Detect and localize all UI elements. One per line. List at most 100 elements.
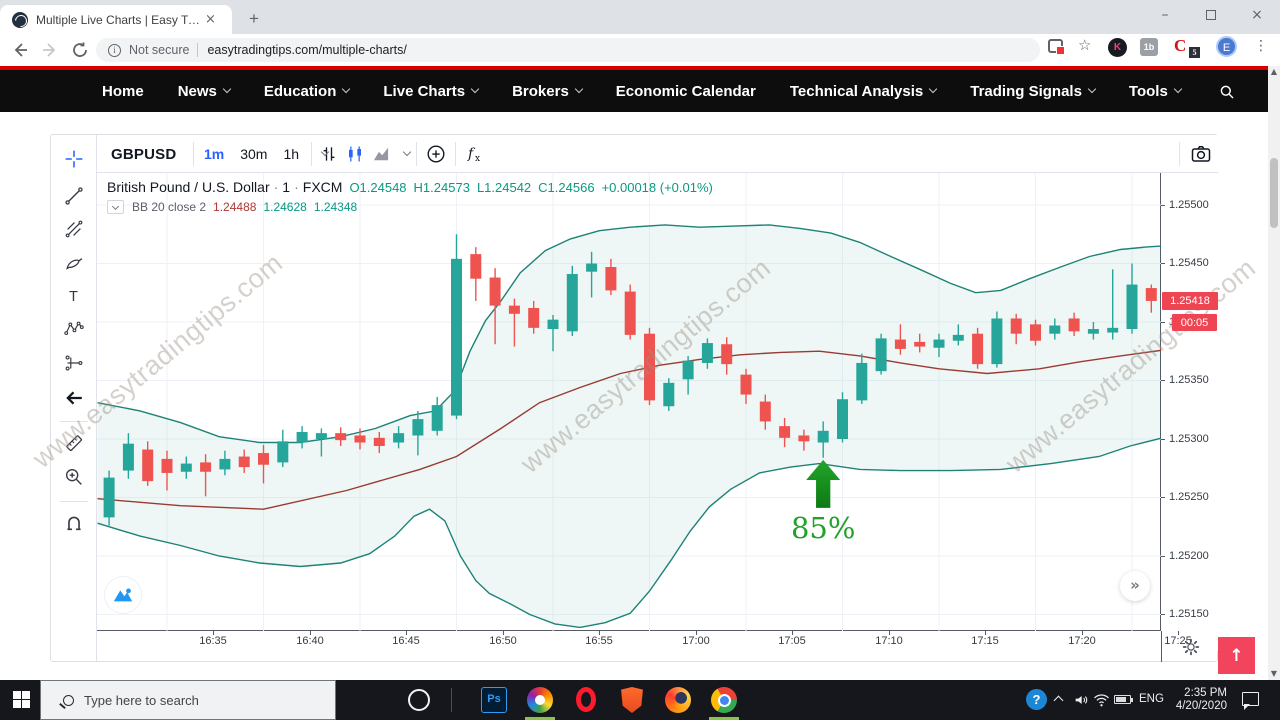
candle-body: [180, 463, 192, 472]
tradingview-logo[interactable]: [105, 577, 141, 613]
nav-item-education[interactable]: Education: [247, 70, 367, 112]
price-tick: [1161, 439, 1165, 440]
clock[interactable]: 2:35 PM 4/20/2020: [1172, 687, 1227, 713]
nav-item-trading-signals[interactable]: Trading Signals: [953, 70, 1112, 112]
indicator-collapse-chevron[interactable]: [107, 200, 124, 214]
candle-body: [779, 426, 791, 438]
chart-canvas[interactable]: British Pound / U.S. Dollar · 1 · FXCM O1.245…: [27, 173, 1261, 631]
bookmark-star-icon[interactable]: ☆: [1078, 36, 1092, 54]
nav-item-home[interactable]: Home: [102, 82, 144, 100]
window-close-button[interactable]: ×: [1251, 7, 1263, 23]
wifi-icon[interactable]: [1093, 693, 1110, 707]
firefox-icon[interactable]: [665, 687, 691, 713]
candle-body: [952, 334, 964, 341]
help-tray-icon[interactable]: ?: [1026, 689, 1047, 710]
photoshop-icon[interactable]: Ps: [481, 687, 507, 713]
indicator-values: 1.24488 1.24628 1.24348: [206, 200, 357, 214]
axis-corner-line: [1161, 631, 1162, 662]
candle-body: [914, 341, 926, 347]
reload-icon[interactable]: [70, 40, 90, 60]
1b-extension-icon[interactable]: 1b: [1140, 38, 1158, 56]
candles-style-icon[interactable]: [345, 135, 365, 173]
magnet-tool-icon[interactable]: [63, 511, 85, 533]
timeframe-group: 1m 30m 1h: [204, 135, 330, 173]
area-style-icon[interactable]: [371, 135, 391, 173]
scroll-to-recent-button[interactable]: »: [1120, 571, 1150, 601]
scrollbar-thumb[interactable]: [1270, 158, 1278, 228]
nav-item-tools[interactable]: Tools: [1112, 70, 1198, 112]
style-dropdown-chevron-icon[interactable]: [397, 135, 412, 173]
cortana-icon[interactable]: [408, 689, 430, 711]
snapshot-camera-icon[interactable]: [1189, 135, 1213, 173]
window-minimize-button[interactable]: –: [1161, 7, 1169, 23]
active-app-indicator: [525, 717, 555, 720]
language-indicator[interactable]: ENG: [1139, 693, 1164, 705]
start-button[interactable]: [13, 691, 30, 708]
nav-item-news[interactable]: News: [161, 70, 247, 112]
scrollbar-down-arrow[interactable]: ▼: [1270, 669, 1278, 678]
browser-tab[interactable]: Multiple Live Charts | Easy Tradin ×: [0, 5, 232, 34]
paintnet-icon[interactable]: [527, 687, 553, 713]
measure-ruler-tool-icon[interactable]: [63, 432, 85, 454]
taskbar-search-box[interactable]: Type here to search: [40, 680, 336, 720]
browser-menu-icon[interactable]: ⋮: [1254, 38, 1268, 54]
candle-body: [431, 405, 443, 431]
candle-body: [161, 458, 173, 473]
candle-body: [894, 339, 906, 349]
page-info-icon[interactable]: i: [108, 43, 121, 57]
profile-avatar[interactable]: E: [1216, 36, 1237, 57]
bars-style-icon[interactable]: [319, 135, 339, 173]
time-axis[interactable]: 16:35 16:40 16:45 16:50 16:55 17:00 17:05 17:10…: [97, 631, 1219, 651]
svg-text:x: x: [475, 154, 480, 164]
bb-value: 1.24488: [213, 200, 257, 214]
time-tick-label: 17:15: [971, 635, 999, 647]
forward-icon[interactable]: [40, 40, 60, 60]
window-maximize-button[interactable]: [1188, 0, 1234, 30]
chrome-icon[interactable]: [711, 687, 737, 713]
timeframe-1m[interactable]: 1m: [204, 146, 225, 162]
action-center-icon[interactable]: [1242, 692, 1259, 710]
trend-line-tool-icon[interactable]: [63, 185, 85, 207]
candle-body: [296, 431, 308, 443]
nav-item-economic-calendar[interactable]: Economic Calendar: [615, 82, 756, 100]
text-tool-icon[interactable]: T: [63, 285, 85, 307]
brave-icon[interactable]: [621, 687, 643, 713]
screenshot-extension-icon[interactable]: [1048, 39, 1065, 55]
address-bar[interactable]: i Not secure easytradingtips.com/multipl…: [96, 38, 1040, 62]
compare-add-icon[interactable]: [425, 135, 447, 173]
new-tab-button[interactable]: +: [249, 9, 259, 28]
timeframe-1h[interactable]: 1h: [283, 146, 300, 162]
scroll-top-fab[interactable]: ↑: [1218, 637, 1255, 674]
gann-fibonacci-tool-icon[interactable]: [63, 218, 85, 240]
brush-tool-icon[interactable]: [63, 252, 85, 274]
back-icon[interactable]: [10, 40, 30, 60]
opera-icon[interactable]: [576, 687, 596, 712]
tray-expand-chevron[interactable]: [1053, 695, 1064, 706]
price-axis[interactable]: 1.255001.254501.254001.253501.253001.252…: [1161, 173, 1219, 631]
symbol-button[interactable]: GBPUSD: [111, 145, 177, 163]
nav-item-brokers[interactable]: Brokers: [495, 70, 599, 112]
pattern-tool-icon[interactable]: [63, 318, 85, 340]
price-chart[interactable]: [97, 173, 1161, 631]
page-scrollbar[interactable]: ▲ ▼: [1268, 66, 1280, 680]
chart-settings-gear-icon[interactable]: [1182, 638, 1200, 656]
price-tick: [1161, 497, 1165, 498]
crosshair-tool-icon[interactable]: [63, 148, 85, 170]
volume-icon[interactable]: [1073, 692, 1089, 708]
nav-search-icon[interactable]: [1219, 84, 1235, 100]
forecast-tool-icon[interactable]: [63, 352, 85, 374]
scrollbar-up-arrow[interactable]: ▲: [1270, 67, 1278, 76]
arrow-mark-tool-icon[interactable]: [63, 387, 85, 409]
zoom-in-tool-icon[interactable]: [63, 466, 85, 488]
nav-item-live-charts[interactable]: Live Charts: [366, 70, 495, 112]
candle-body: [200, 462, 212, 472]
nav-item-technical-analysis[interactable]: Technical Analysis: [773, 70, 953, 112]
timeframe-30m[interactable]: 30m: [240, 146, 268, 162]
time-tick: [503, 631, 504, 635]
timeframe-dropdown-chevron-icon[interactable]: [320, 147, 330, 157]
battery-icon[interactable]: [1114, 695, 1133, 704]
k-extension-icon[interactable]: K: [1108, 38, 1127, 57]
tab-close-icon[interactable]: ×: [205, 12, 216, 27]
